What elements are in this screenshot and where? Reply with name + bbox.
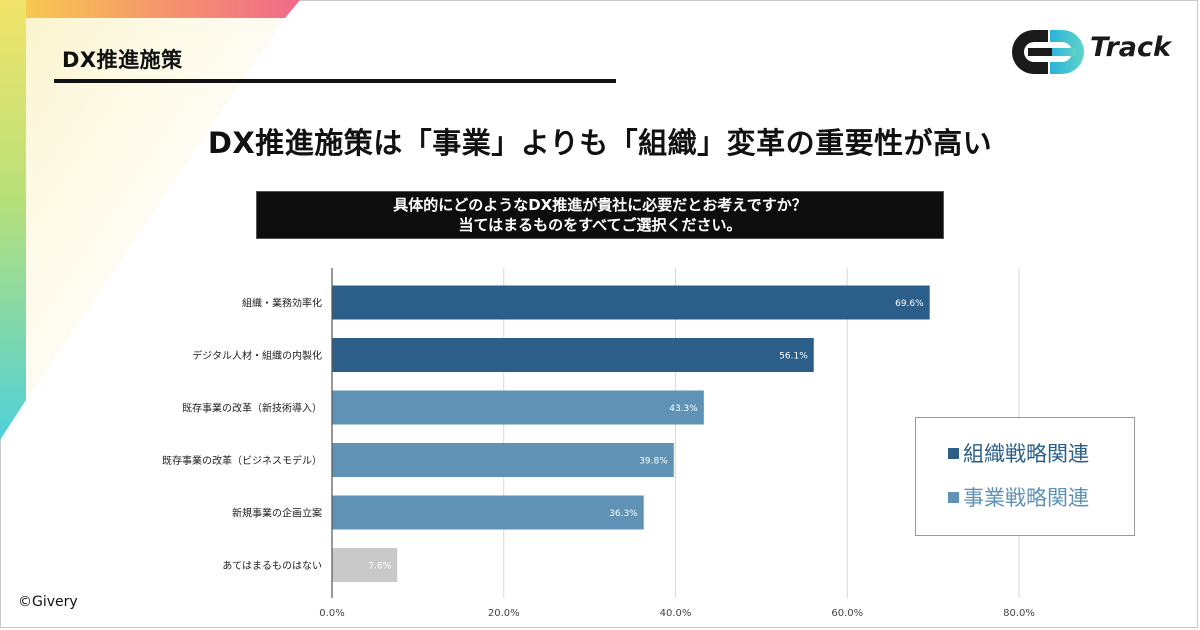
x-tick-label: 60.0% [831, 608, 863, 619]
bar [332, 285, 930, 320]
data-label: 39.8% [639, 457, 668, 467]
x-tick-label: 0.0% [319, 608, 344, 619]
legend-item-biz: 事業戦略関連 [948, 482, 1089, 512]
category-label: あてはまるものはない [222, 560, 322, 572]
legend: 組織戦略関連 事業戦略関連 [915, 417, 1135, 536]
legend-swatch-biz [948, 492, 959, 503]
category-label: デジタル人材・組織の内製化 [192, 349, 322, 362]
bar [332, 548, 398, 582]
category-label: 組織・業務効率化 [242, 297, 322, 310]
question-line-2: 当てはまるものをすべてご選択ください。 [458, 216, 742, 234]
data-label: 7.6% [368, 562, 391, 572]
section-label: DX推進施策 [62, 48, 183, 72]
bar [332, 443, 674, 477]
page-title: DX推進施策は「事業」よりも「組織」変革の重要性が高い [207, 126, 993, 160]
legend-label-org: 組織戦略関連 [963, 442, 1089, 466]
category-label: 既存事業の改革（ビジネスモデル） [162, 454, 322, 467]
question-box: 具体的にどのようなDX推進が貴社に必要だとお考えですか？ 当てはまるものをすべて… [256, 191, 944, 239]
data-label: 36.3% [609, 509, 638, 519]
legend-label-biz: 事業戦略関連 [963, 486, 1089, 510]
x-tick-label: 40.0% [660, 608, 692, 619]
bar [332, 495, 644, 530]
x-tick-label: 20.0% [488, 608, 520, 619]
data-label: 69.6% [895, 299, 924, 309]
copyright: ©Givery [18, 594, 78, 610]
track-logo-icon [1012, 30, 1084, 74]
bar [332, 390, 704, 425]
legend-swatch-org [948, 448, 959, 459]
data-label: 43.3% [669, 404, 698, 414]
question-line-1: 具体的にどのようなDX推進が貴社に必要だとお考えですか？ [393, 196, 807, 214]
data-label: 56.1% [779, 352, 808, 362]
category-label: 既存事業の改革（新技術導入） [182, 402, 322, 415]
legend-item-org: 組織戦略関連 [948, 438, 1089, 468]
bar [332, 338, 814, 372]
logo-wordmark: Track [1090, 32, 1171, 63]
category-label: 新規事業の企画立案 [232, 507, 322, 520]
section-underline [54, 79, 616, 83]
x-tick-label: 80.0% [1003, 608, 1035, 619]
